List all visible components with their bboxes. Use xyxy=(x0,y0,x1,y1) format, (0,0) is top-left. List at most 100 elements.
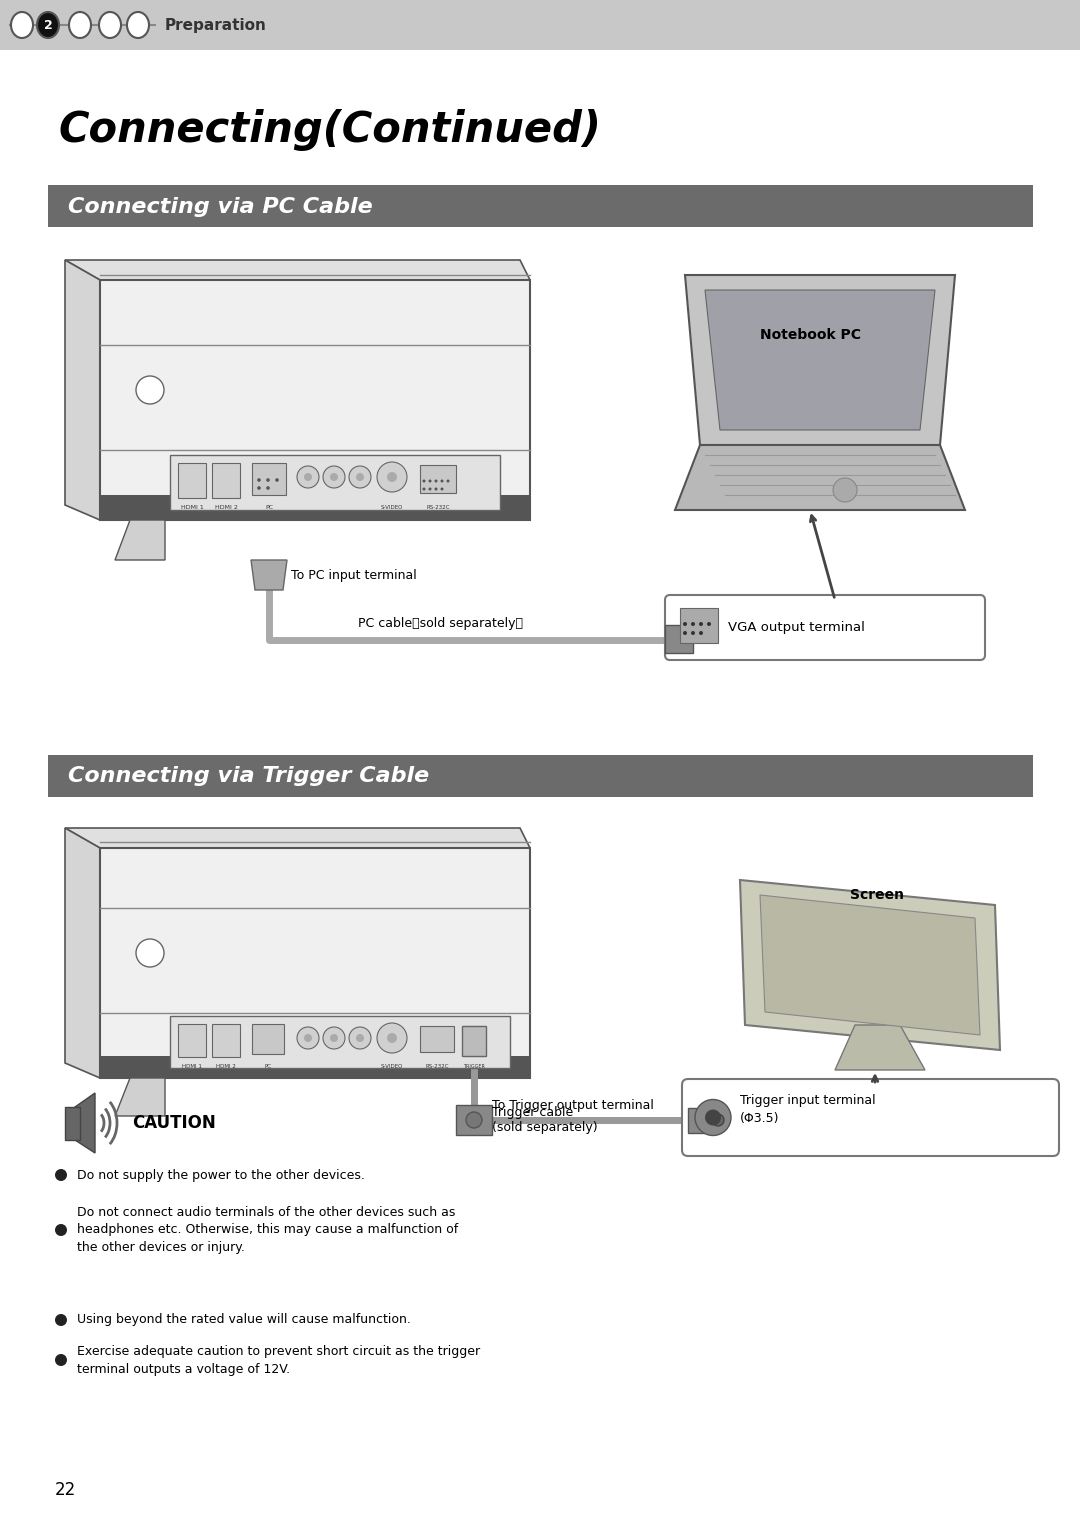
Text: S-VIDEO: S-VIDEO xyxy=(381,504,403,511)
Ellipse shape xyxy=(69,12,91,38)
Bar xyxy=(48,754,1032,797)
Circle shape xyxy=(297,1027,319,1048)
Text: Do not supply the power to the other devices.: Do not supply the power to the other dev… xyxy=(77,1168,365,1182)
Circle shape xyxy=(297,467,319,488)
Polygon shape xyxy=(114,1079,165,1117)
Bar xyxy=(178,464,206,498)
Bar xyxy=(212,1024,240,1057)
Circle shape xyxy=(465,1112,482,1129)
Text: HDMI 2: HDMI 2 xyxy=(216,1064,235,1070)
Circle shape xyxy=(377,462,407,492)
Circle shape xyxy=(330,473,338,480)
Polygon shape xyxy=(114,520,165,561)
Circle shape xyxy=(257,486,260,489)
Polygon shape xyxy=(760,895,980,1035)
Text: PC: PC xyxy=(265,1064,271,1070)
Bar xyxy=(100,848,530,1079)
Polygon shape xyxy=(65,829,100,1079)
Text: Screen: Screen xyxy=(850,888,904,901)
Circle shape xyxy=(429,480,432,482)
Bar xyxy=(100,495,530,520)
Circle shape xyxy=(266,486,270,489)
Polygon shape xyxy=(251,561,287,589)
Text: VGA output terminal: VGA output terminal xyxy=(728,621,865,633)
Text: PC: PC xyxy=(265,504,273,511)
Circle shape xyxy=(349,1027,372,1048)
Text: This unit: This unit xyxy=(100,829,168,842)
Bar xyxy=(178,1024,206,1057)
Text: 2: 2 xyxy=(43,18,52,32)
Circle shape xyxy=(422,488,426,491)
Circle shape xyxy=(266,479,270,482)
Text: To Trigger output terminal: To Trigger output terminal xyxy=(492,1100,653,1112)
Circle shape xyxy=(705,1109,721,1126)
Polygon shape xyxy=(65,261,530,280)
Text: Do not connect audio terminals of the other devices such as
headphones etc. Othe: Do not connect audio terminals of the ot… xyxy=(77,1206,458,1254)
Circle shape xyxy=(275,479,279,482)
Text: HDMI 2: HDMI 2 xyxy=(215,504,238,511)
Ellipse shape xyxy=(99,12,121,38)
Circle shape xyxy=(446,480,449,482)
Circle shape xyxy=(707,623,711,626)
Text: Connecting via PC Cable: Connecting via PC Cable xyxy=(68,197,373,217)
Text: PC cable（sold separately）: PC cable（sold separately） xyxy=(357,617,523,630)
Bar xyxy=(170,454,500,511)
Text: Trigger cable
(sold separately): Trigger cable (sold separately) xyxy=(492,1106,597,1135)
Circle shape xyxy=(833,479,858,501)
Circle shape xyxy=(699,623,703,626)
Bar xyxy=(100,1056,530,1079)
Bar xyxy=(665,626,693,653)
Text: Trigger input terminal
(Φ3.5): Trigger input terminal (Φ3.5) xyxy=(740,1094,876,1126)
Circle shape xyxy=(349,467,372,488)
Ellipse shape xyxy=(11,12,33,38)
Bar xyxy=(65,1107,80,1139)
Circle shape xyxy=(55,1224,67,1236)
Text: Connecting via Trigger Cable: Connecting via Trigger Cable xyxy=(68,767,429,786)
Text: CAUTION: CAUTION xyxy=(132,1114,216,1132)
Ellipse shape xyxy=(127,12,149,38)
Text: Preparation: Preparation xyxy=(165,18,267,32)
Bar xyxy=(212,464,240,498)
Circle shape xyxy=(422,480,426,482)
Text: Using beyond the rated value will cause malfunction.: Using beyond the rated value will cause … xyxy=(77,1314,410,1327)
Circle shape xyxy=(691,632,696,635)
Circle shape xyxy=(434,480,437,482)
Circle shape xyxy=(323,467,345,488)
Text: To PC input terminal: To PC input terminal xyxy=(291,568,417,582)
Circle shape xyxy=(441,480,444,482)
Circle shape xyxy=(55,1314,67,1326)
Circle shape xyxy=(55,1354,67,1367)
Circle shape xyxy=(434,488,437,491)
Circle shape xyxy=(377,1023,407,1053)
Text: 22: 22 xyxy=(55,1482,77,1498)
Circle shape xyxy=(387,1033,397,1042)
Text: HDMI 1: HDMI 1 xyxy=(183,1064,202,1070)
Polygon shape xyxy=(705,289,935,430)
Text: HDMI 1: HDMI 1 xyxy=(180,504,203,511)
Text: RS-232C: RS-232C xyxy=(426,1064,449,1070)
Circle shape xyxy=(699,632,703,635)
Circle shape xyxy=(136,939,164,967)
Bar xyxy=(252,464,286,495)
Text: This unit: This unit xyxy=(100,261,168,276)
Bar xyxy=(48,185,1032,227)
Text: Exercise adequate caution to prevent short circuit as the trigger
terminal outpu: Exercise adequate caution to prevent sho… xyxy=(77,1344,481,1376)
Polygon shape xyxy=(685,276,955,445)
Bar xyxy=(456,1104,492,1135)
Circle shape xyxy=(683,632,687,635)
Circle shape xyxy=(691,623,696,626)
Bar xyxy=(252,1024,284,1054)
Circle shape xyxy=(55,1170,67,1182)
Bar xyxy=(420,465,456,492)
Circle shape xyxy=(303,473,312,480)
Bar xyxy=(465,1026,483,1056)
Circle shape xyxy=(330,1035,338,1042)
Circle shape xyxy=(712,1114,724,1126)
Polygon shape xyxy=(65,829,530,848)
Circle shape xyxy=(696,1100,731,1136)
Bar xyxy=(420,1026,454,1051)
Text: S-VIDEO: S-VIDEO xyxy=(381,1064,403,1070)
FancyBboxPatch shape xyxy=(681,1079,1059,1156)
Bar xyxy=(170,1017,510,1068)
Text: Notebook PC: Notebook PC xyxy=(760,329,861,342)
